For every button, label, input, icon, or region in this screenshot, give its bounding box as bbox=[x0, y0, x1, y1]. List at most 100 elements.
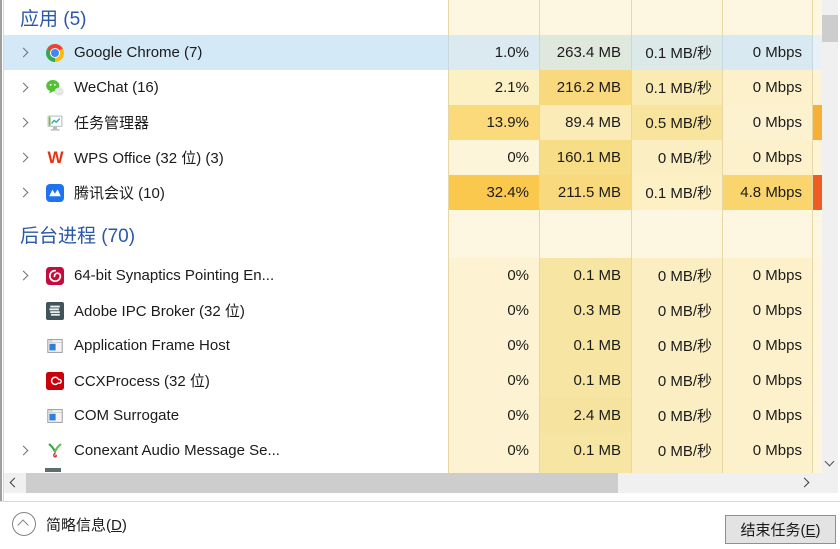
expand-chevron-icon[interactable] bbox=[19, 117, 30, 128]
tencent-meeting-icon bbox=[46, 183, 64, 202]
process-row-synaptics[interactable]: 64-bit Synaptics Pointing En... 0% 0.1 M… bbox=[4, 258, 822, 293]
process-row-com-surrogate[interactable]: COM Surrogate 0% 2.4 MB 0 MB/秒 0 Mbps bbox=[4, 398, 822, 433]
horizontal-scrollbar[interactable] bbox=[4, 473, 818, 493]
disk-cell: 0.1 MB/秒 bbox=[631, 35, 722, 70]
memory-cell bbox=[539, 0, 631, 35]
wps-icon: W bbox=[47, 147, 63, 167]
memory-cell: 2.4 MB bbox=[539, 398, 631, 433]
expand-chevron-icon[interactable] bbox=[19, 82, 30, 93]
scroll-left-arrow-icon[interactable] bbox=[11, 479, 19, 487]
creative-cloud-icon bbox=[46, 371, 64, 390]
horizontal-scrollbar-thumb[interactable] bbox=[26, 473, 618, 493]
process-row-task-manager[interactable]: 任务管理器 13.9% 89.4 MB 0.5 MB/秒 0 Mbps bbox=[4, 105, 822, 140]
expand-chevron-placeholder bbox=[19, 340, 30, 351]
power-column-sliver bbox=[812, 433, 822, 468]
network-cell: 4.8 Mbps bbox=[722, 175, 812, 210]
power-column-sliver bbox=[812, 140, 822, 175]
end-task-button[interactable]: 结束任务(E) bbox=[725, 515, 836, 544]
vertical-scrollbar[interactable] bbox=[822, 0, 838, 473]
scroll-right-arrow-icon[interactable] bbox=[801, 479, 809, 487]
power-column-sliver bbox=[812, 175, 822, 210]
process-name: 任务管理器 bbox=[74, 115, 150, 132]
process-row-clipped bbox=[4, 468, 822, 473]
window-frame-icon bbox=[46, 407, 64, 425]
disk-cell: 0.1 MB/秒 bbox=[631, 175, 722, 210]
process-row-ccxprocess[interactable]: CCXProcess (32 位) 0% 0.1 MB 0 MB/秒 0 Mbp… bbox=[4, 363, 822, 398]
power-column-sliver bbox=[812, 70, 822, 105]
expand-chevron-icon[interactable] bbox=[19, 47, 30, 58]
process-row-conexant-audio[interactable]: Conexant Audio Message Se... 0% 0.1 MB 0… bbox=[4, 433, 822, 468]
process-name: Adobe IPC Broker (32 位) bbox=[74, 303, 245, 320]
disk-cell: 0 MB/秒 bbox=[631, 293, 722, 328]
process-row-adobe-ipc-broker[interactable]: Adobe IPC Broker (32 位) 0% 0.3 MB 0 MB/秒… bbox=[4, 293, 822, 328]
memory-cell: 89.4 MB bbox=[539, 105, 631, 140]
process-row-tencent-meeting[interactable]: 腾讯会议 (10) 32.4% 211.5 MB 0.1 MB/秒 4.8 Mb… bbox=[4, 175, 822, 210]
process-list: 应用 (5) Google Chrome (7) 1.0% 263.4 MB 0… bbox=[4, 0, 822, 473]
disk-cell: 0 MB/秒 bbox=[631, 433, 722, 468]
disk-cell: 0 MB/秒 bbox=[631, 363, 722, 398]
network-cell bbox=[722, 0, 812, 35]
disk-cell: 0 MB/秒 bbox=[631, 398, 722, 433]
network-cell: 0 Mbps bbox=[722, 433, 812, 468]
expand-chevron-icon[interactable] bbox=[19, 187, 30, 198]
cpu-cell bbox=[448, 0, 539, 35]
process-row-application-frame-host[interactable]: Application Frame Host 0% 0.1 MB 0 MB/秒 … bbox=[4, 328, 822, 363]
memory-cell bbox=[539, 210, 631, 258]
cpu-cell: 0% bbox=[448, 398, 539, 433]
cpu-cell: 0% bbox=[448, 328, 539, 363]
process-row-wechat[interactable]: WeChat (16) 2.1% 216.2 MB 0.1 MB/秒 0 Mbp… bbox=[4, 70, 822, 105]
adobe-ipc-icon bbox=[46, 301, 64, 320]
disk-cell: 0.5 MB/秒 bbox=[631, 105, 722, 140]
memory-cell bbox=[539, 468, 631, 473]
cpu-cell: 1.0% bbox=[448, 35, 539, 70]
power-column-sliver bbox=[812, 328, 822, 363]
cpu-cell: 2.1% bbox=[448, 70, 539, 105]
network-cell: 0 Mbps bbox=[722, 140, 812, 175]
power-column-sliver bbox=[812, 398, 822, 433]
scroll-down-arrow-icon[interactable] bbox=[826, 458, 834, 466]
process-name: 腾讯会议 (10) bbox=[74, 185, 165, 202]
power-column-sliver bbox=[812, 35, 822, 70]
process-row-wps-office[interactable]: W WPS Office (32 位) (3) 0% 160.1 MB 0 MB… bbox=[4, 140, 822, 175]
cpu-cell: 0% bbox=[448, 433, 539, 468]
network-cell: 0 Mbps bbox=[722, 293, 812, 328]
group-header-background-processes[interactable]: 后台进程 (70) bbox=[4, 210, 822, 258]
expand-chevron-icon[interactable] bbox=[19, 270, 30, 281]
network-cell bbox=[722, 210, 812, 258]
power-column-sliver bbox=[812, 210, 822, 258]
process-name: COM Surrogate bbox=[74, 407, 180, 424]
network-cell: 0 Mbps bbox=[722, 363, 812, 398]
chevron-up-circle-icon bbox=[12, 512, 36, 536]
cpu-cell: 0% bbox=[448, 140, 539, 175]
memory-cell: 0.1 MB bbox=[539, 328, 631, 363]
expand-chevron-placeholder bbox=[19, 305, 30, 316]
window-frame-icon bbox=[46, 337, 64, 355]
footer-divider bbox=[0, 501, 840, 502]
memory-cell: 216.2 MB bbox=[539, 70, 631, 105]
expand-chevron-icon[interactable] bbox=[19, 445, 30, 456]
process-row-google-chrome[interactable]: Google Chrome (7) 1.0% 263.4 MB 0.1 MB/秒… bbox=[4, 35, 822, 70]
process-name: WeChat (16) bbox=[74, 79, 159, 96]
disk-cell: 0 MB/秒 bbox=[631, 328, 722, 363]
cpu-cell bbox=[448, 210, 539, 258]
group-header-apps[interactable]: 应用 (5) bbox=[4, 0, 822, 35]
disk-cell bbox=[631, 0, 722, 35]
disk-cell: 0 MB/秒 bbox=[631, 140, 722, 175]
process-name: CCXProcess (32 位) bbox=[74, 373, 210, 390]
memory-cell: 211.5 MB bbox=[539, 175, 631, 210]
memory-cell: 263.4 MB bbox=[539, 35, 631, 70]
fewer-details-toggle[interactable]: 简略信息(D) bbox=[12, 512, 127, 536]
power-column-sliver bbox=[812, 468, 822, 473]
vertical-scrollbar-thumb[interactable] bbox=[822, 15, 838, 42]
network-cell: 0 Mbps bbox=[722, 35, 812, 70]
disk-cell: 0 MB/秒 bbox=[631, 258, 722, 293]
memory-cell: 0.1 MB bbox=[539, 433, 631, 468]
memory-cell: 0.1 MB bbox=[539, 363, 631, 398]
scrollbar-corner bbox=[818, 473, 838, 493]
process-name: Google Chrome (7) bbox=[74, 44, 203, 61]
expand-chevron-icon[interactable] bbox=[19, 152, 30, 163]
disk-cell bbox=[631, 210, 722, 258]
memory-cell: 0.3 MB bbox=[539, 293, 631, 328]
process-name: WPS Office (32 位) (3) bbox=[74, 150, 224, 167]
